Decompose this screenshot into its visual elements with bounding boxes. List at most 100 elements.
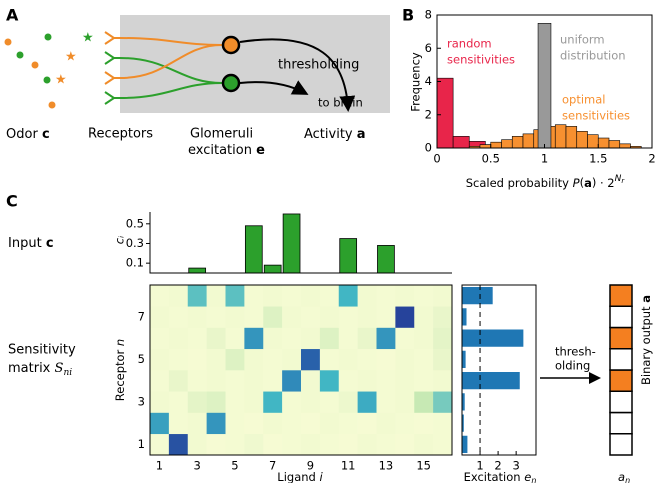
legend-label: optimal: [562, 93, 605, 107]
heatmap-cell: [338, 391, 358, 413]
heatmap-cell: [433, 433, 453, 456]
heatmap-cell: [206, 348, 226, 371]
heatmap-cell: [168, 391, 189, 413]
heatmap-cell: [376, 391, 396, 413]
label: Activity a: [304, 127, 366, 142]
bar: [462, 350, 466, 368]
heatmap-cell: [150, 433, 170, 456]
glomerulus: [221, 73, 241, 93]
heatmap-cell: [319, 327, 340, 350]
heatmap-cell: [338, 348, 358, 371]
heatmap-cell: [225, 391, 245, 413]
heatmap-cell: [150, 306, 170, 328]
heatmap-cell: [376, 327, 396, 350]
heatmap-cell: [244, 370, 264, 392]
bar: [462, 308, 467, 326]
heatmap-cell: [263, 327, 283, 350]
annotation: thresh-: [555, 345, 596, 359]
heatmap-cell: [338, 306, 358, 328]
heatmap-cell: [301, 306, 321, 328]
y-tick-label: 2: [425, 107, 432, 121]
heatmap-cell: [206, 391, 226, 413]
y-tick-label: 0.5: [126, 216, 144, 230]
axis: [149, 212, 452, 274]
heatmap-cell: [244, 391, 264, 413]
heatmap-cell: [187, 391, 207, 413]
binary-cell: [609, 326, 633, 350]
y-axis-label: Receptor n: [113, 339, 127, 401]
heatmap-cell: [357, 391, 377, 413]
heatmap-cell: [206, 285, 226, 307]
heatmap-cell: [395, 370, 415, 392]
heatmap-cell: [187, 433, 207, 456]
heatmap-cell: [338, 412, 358, 435]
heatmap-cell: [282, 327, 302, 350]
heatmap-cell: [433, 370, 453, 392]
heatmap-cell: [282, 306, 302, 328]
heatmap-cell: [433, 327, 453, 350]
x-tick-label: 5: [231, 459, 238, 473]
heatmap-cell: [376, 285, 396, 307]
y-tick-label: 4: [425, 74, 432, 88]
y-axis-label: Frequency: [409, 52, 423, 112]
bar: [537, 23, 552, 149]
plot-frame: [461, 284, 537, 456]
heatmap-cell: [301, 285, 321, 307]
heatmap-cell: [433, 412, 453, 435]
heatmap-cell: [206, 412, 226, 435]
heatmap-cell: [150, 412, 170, 435]
heatmap-cell: [301, 433, 321, 456]
bar: [597, 137, 610, 149]
heatmap-cell: [338, 327, 358, 350]
svg-text:★: ★: [82, 31, 94, 46]
bar: [462, 329, 524, 347]
y-tick-label: 8: [425, 8, 432, 22]
bar: [522, 133, 535, 149]
bar: [462, 435, 468, 453]
heatmap-cell: [357, 306, 377, 328]
y-tick-label: 3: [138, 394, 145, 408]
annotation: thresholding: [278, 58, 359, 73]
heatmap-cell: [357, 285, 377, 307]
heatmap-cell: [395, 433, 415, 456]
heatmap-cell: [282, 285, 302, 307]
heatmap-cell: [282, 391, 302, 413]
heatmap-cell: [150, 391, 170, 413]
binary-cell: [609, 411, 633, 435]
heatmap-cell: [414, 306, 434, 328]
binary-cell: [609, 390, 633, 414]
heatmap-cell: [282, 433, 302, 456]
y-tick-label: 6: [425, 41, 432, 55]
heatmap-cell: [319, 433, 340, 456]
heatmap-cell: [414, 370, 434, 392]
bar: [188, 267, 207, 274]
heatmap-cell: [357, 433, 377, 456]
row-label: Input c: [8, 236, 54, 251]
legend-label: sensitivities: [562, 109, 630, 123]
heatmap-cell: [395, 327, 415, 350]
binary-cell: [609, 433, 633, 456]
heatmap-cell: [338, 433, 358, 456]
bar: [436, 77, 454, 149]
heatmap-cell: [282, 348, 302, 371]
x-tick-label: 2: [648, 152, 655, 166]
heatmap-cell: [282, 412, 302, 435]
heatmap-cell: [301, 391, 321, 413]
bar: [462, 393, 465, 411]
heatmap-cell: [206, 327, 226, 350]
heatmap-cell: [225, 433, 245, 456]
annotation: olding: [555, 359, 590, 373]
panel-label: B: [402, 6, 414, 25]
heatmap-cell: [206, 306, 226, 328]
heatmap-cell: [150, 348, 170, 371]
plot-frame: [149, 284, 453, 456]
bar: [339, 238, 358, 274]
x-tick-label: 1: [541, 152, 548, 166]
heatmap-cell: [225, 412, 245, 435]
x-axis-label: Excitation en: [464, 470, 537, 483]
heatmap-cell: [319, 412, 340, 435]
heatmap-cell: [414, 348, 434, 371]
heatmap-cell: [225, 370, 245, 392]
heatmap-cell: [263, 306, 283, 328]
heatmap-cell: [376, 412, 396, 435]
